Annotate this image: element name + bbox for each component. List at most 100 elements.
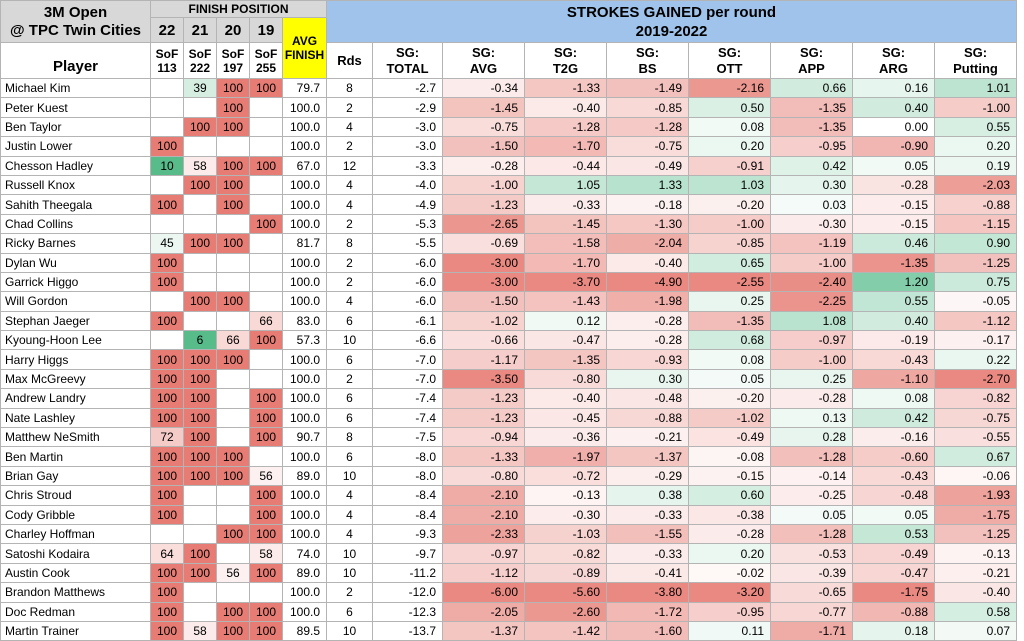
rounds-cell: 6	[326, 310, 373, 332]
sg-total-cell: -3.3	[372, 155, 443, 176]
sg-arg-cell: -0.48	[852, 485, 935, 506]
sg-putting-cell: -0.21	[934, 562, 1017, 584]
avg-finish-cell: 100.0	[282, 407, 327, 429]
finish-19-cell	[249, 233, 283, 254]
sg-bs-cell: -0.48	[606, 388, 689, 409]
rounds-cell: 4	[326, 291, 373, 312]
sg-title-line-2: 2019-2022	[635, 22, 708, 40]
avg-finish-cell: 89.0	[282, 465, 327, 487]
finish-21-cell	[183, 504, 217, 525]
sg-ott-cell: -0.20	[688, 388, 771, 409]
year-22-header: 22	[150, 17, 184, 43]
sg-bs-cell: 0.30	[606, 368, 689, 390]
finish-22-cell: 100	[150, 407, 184, 429]
sg-avg-cell: -1.50	[442, 291, 525, 312]
sg-total-cell: -7.0	[372, 349, 443, 370]
table-row: Will Gordon 100 100 100.0 4 -6.0 -1.50 -1.43 -1.…	[0, 291, 1017, 312]
sg-ott-cell: 0.08	[688, 349, 771, 370]
avg-finish-cell: 100.0	[282, 213, 327, 235]
sg-putting-cell: -0.13	[934, 543, 1017, 564]
rounds-cell: 4	[326, 116, 373, 138]
year-19-header: 19	[249, 17, 283, 43]
player-name: Satoshi Kodaira	[0, 543, 151, 564]
avg-finish-cell: 79.7	[282, 77, 327, 99]
rounds-cell: 2	[326, 271, 373, 293]
sg-app-cell: -0.25	[770, 485, 853, 506]
sg-app-cell: -0.77	[770, 601, 853, 622]
sg-app-cell: -1.28	[770, 446, 853, 467]
sg-bs-cell: -0.85	[606, 97, 689, 118]
sg-total-cell: -12.0	[372, 582, 443, 603]
finish-21-cell: 100	[183, 446, 217, 467]
title-line-1: 3M Open	[43, 3, 108, 21]
sg-arg-cell: -0.43	[852, 465, 935, 487]
finish-19-cell	[249, 194, 283, 215]
finish-22-cell: 100	[150, 310, 184, 332]
sg-app-cell: 0.13	[770, 407, 853, 429]
sg-ott-cell: -0.91	[688, 155, 771, 176]
sof-21-header: SoF 222	[183, 42, 217, 79]
finish-19-cell: 100	[249, 427, 283, 448]
sg-ott-cell: -1.00	[688, 213, 771, 235]
sg-total-cell: -4.0	[372, 174, 443, 196]
sg-arg-cell: 0.46	[852, 233, 935, 254]
sg-t2g-cell: -1.43	[524, 291, 607, 312]
finish-20-cell	[216, 485, 250, 506]
sg-arg-header: SG: ARG	[852, 42, 935, 79]
sg-total-cell: -12.3	[372, 601, 443, 622]
sof-label: SoF	[155, 46, 179, 61]
sg-t2g-cell: -0.40	[524, 97, 607, 118]
sof-19-header: SoF 255	[249, 42, 283, 79]
sg-t2g-cell: -0.33	[524, 194, 607, 215]
sg-ott-cell: 0.05	[688, 368, 771, 390]
finish-21-cell	[183, 310, 217, 332]
sg-putting-cell: 0.90	[934, 233, 1017, 254]
sg-arg-cell: -0.43	[852, 349, 935, 370]
sg-putting-cell: -1.93	[934, 485, 1017, 506]
sg-putting-header: SG: Putting	[934, 42, 1017, 79]
sg-t2g-cell: -1.33	[524, 77, 607, 99]
sg-bs-cell: 1.33	[606, 174, 689, 196]
sg-t2g-cell: -0.45	[524, 407, 607, 429]
sg-avg-cell: -1.33	[442, 446, 525, 467]
rounds-cell: 4	[326, 174, 373, 196]
sg-total-cell: -5.3	[372, 213, 443, 235]
sg-total-cell: -7.4	[372, 407, 443, 429]
sg-arg-cell: -0.16	[852, 427, 935, 448]
finish-20-cell	[216, 271, 250, 293]
sg-avg-cell: -0.94	[442, 427, 525, 448]
player-name: Chesson Hadley	[0, 155, 151, 176]
sg-avg-cell: -1.00	[442, 174, 525, 196]
sg-app-cell: -2.25	[770, 291, 853, 312]
avg-finish-cell: 100.0	[282, 271, 327, 293]
sg-stat: OTT	[716, 60, 743, 76]
sg-bs-cell: -1.72	[606, 601, 689, 622]
sg-ott-cell: 0.65	[688, 252, 771, 273]
sg-stat: AVG	[469, 60, 498, 76]
finish-21-cell: 100	[183, 465, 217, 487]
sg-bs-cell: -3.80	[606, 582, 689, 603]
sg-prefix: SG:	[717, 44, 742, 60]
table-row: Andrew Landry 100 100 100 100.0 6 -7.4 -1.23 -0.…	[0, 388, 1017, 409]
sg-stat: ARG	[879, 60, 908, 76]
sg-avg-cell: -3.50	[442, 368, 525, 390]
sg-total-cell: -6.0	[372, 252, 443, 273]
finish-22-cell: 100	[150, 620, 184, 641]
table-row: Charley Hoffman 100 100 100.0 4 -9.3 -2.33 -1.0…	[0, 523, 1017, 545]
table-row: Martin Trainer 100 58 100 100 89.5 10 -13.7 -1.3…	[0, 620, 1017, 641]
finish-21-cell	[183, 523, 217, 545]
sg-prefix: SG:	[395, 44, 420, 60]
finish-19-cell	[249, 97, 283, 118]
sg-avg-cell: -1.23	[442, 407, 525, 429]
sg-ott-cell: -1.35	[688, 310, 771, 332]
finish-19-cell	[249, 116, 283, 138]
sg-app-cell: -1.28	[770, 523, 853, 545]
rounds-cell: 8	[326, 77, 373, 99]
sg-ott-cell: -0.08	[688, 446, 771, 467]
sg-putting-cell: 0.67	[934, 446, 1017, 467]
rounds-cell: 12	[326, 155, 373, 176]
finish-19-cell	[249, 174, 283, 196]
sg-arg-cell: 0.05	[852, 155, 935, 176]
rounds-cell: 6	[326, 601, 373, 622]
player-name: Stephan Jaeger	[0, 310, 151, 332]
